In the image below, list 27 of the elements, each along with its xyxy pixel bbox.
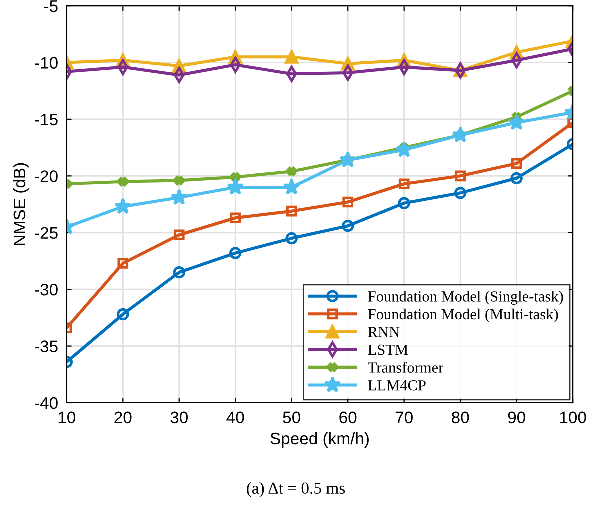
y-tick-label: -40 (35, 397, 58, 410)
legend-label: LLM4CP (368, 380, 426, 391)
legend-label: RNN (368, 327, 400, 338)
x-tick-label: 10 (58, 412, 76, 424)
x-tick-label: 50 (283, 412, 300, 424)
x-tick-label: 30 (170, 412, 188, 424)
x-tick-label: 70 (396, 412, 413, 424)
legend-label: Foundation Model (Single-task) (368, 291, 564, 305)
y-tick-label: -20 (35, 170, 58, 182)
y-tick-label: -30 (35, 284, 58, 296)
x-tick-label: 60 (340, 412, 357, 424)
x-tick-label: 20 (114, 412, 132, 424)
y-tick-label: -15 (35, 114, 58, 126)
x-tick-label: 40 (226, 412, 244, 424)
y-tick-label: -5 (44, 0, 58, 12)
x-tick-label: 80 (452, 412, 470, 424)
legend-label: Foundation Model (Multi-task) (368, 308, 558, 323)
y-axis-title: NMSE (dB) (13, 163, 29, 246)
legend-label: LSTM (368, 344, 408, 356)
y-tick-label: -35 (35, 340, 58, 352)
legend-label: Transformer (368, 362, 444, 373)
x-axis-title: Speed (km/h) (270, 432, 369, 448)
text: (a) Δt = 0.5 ms (247, 482, 346, 498)
y-tick-label: -25 (35, 227, 58, 240)
y-tick-label: -10 (35, 57, 58, 69)
x-tick-label: 90 (508, 412, 526, 424)
x-tick-label: 100 (560, 412, 586, 424)
